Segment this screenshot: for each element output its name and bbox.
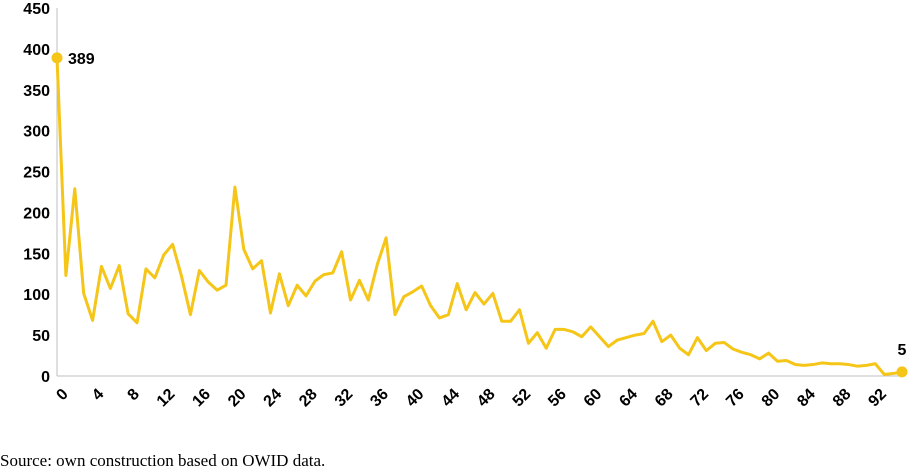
y-tick-label: 250	[23, 165, 50, 182]
y-tick-label: 450	[23, 1, 50, 18]
x-tick-label: 8	[125, 386, 143, 404]
x-tick-label: 28	[296, 386, 321, 411]
x-tick-label: 76	[723, 386, 748, 411]
series-line	[55, 56, 904, 376]
y-tick-label: 300	[23, 124, 50, 141]
x-tick-label: 0	[53, 386, 71, 404]
data-label: 5	[898, 342, 907, 359]
x-tick-label: 56	[545, 386, 570, 411]
data-label: 389	[68, 51, 95, 68]
x-tick-label: 88	[830, 386, 855, 411]
x-tick-label: 20	[225, 386, 250, 411]
x-tick-label: 92	[865, 386, 890, 411]
data-point-marker	[51, 52, 63, 64]
line-chart: 0 50 100 150 200 250 300 350 400 450 0 4 8 12 16 20 24 2…	[23, 1, 908, 411]
y-tick-label: 150	[23, 246, 50, 263]
x-tick-label: 36	[367, 386, 392, 411]
x-tick-label: 80	[759, 386, 784, 411]
y-axis: 0 50 100 150 200 250 300 350 400 450	[23, 1, 58, 386]
x-tick-label: 60	[581, 386, 606, 411]
source-note: Source: own construction based on OWID d…	[0, 451, 326, 470]
annotation-layer: 389 5	[51, 51, 908, 378]
series-layer	[55, 56, 904, 376]
x-tick-label: 48	[474, 386, 499, 411]
x-tick-label: 16	[189, 386, 214, 411]
x-tick-label: 40	[403, 386, 428, 411]
x-tick-label: 32	[332, 386, 357, 411]
y-tick-label: 100	[23, 287, 50, 304]
x-tick-label: 12	[154, 386, 179, 411]
y-tick-label: 350	[23, 83, 50, 100]
y-tick-label: 400	[23, 42, 50, 59]
x-tick-label: 24	[261, 386, 286, 411]
y-tick-label: 50	[32, 328, 50, 345]
x-tick-label: 4	[89, 386, 107, 404]
y-tick-label: 200	[23, 205, 50, 222]
data-point-marker	[896, 366, 908, 378]
x-tick-label: 44	[439, 386, 464, 411]
x-tick-label: 84	[794, 386, 819, 411]
x-axis: 0 4 8 12 16 20 24 28 32 36 40 44 48 52 56 60 64 68 72 76 80 8…	[53, 375, 902, 411]
y-tick-label: 0	[41, 369, 50, 386]
x-tick-label: 68	[652, 386, 677, 411]
x-tick-label: 64	[616, 386, 641, 411]
x-tick-label: 72	[688, 386, 713, 411]
x-tick-label: 52	[510, 386, 535, 411]
